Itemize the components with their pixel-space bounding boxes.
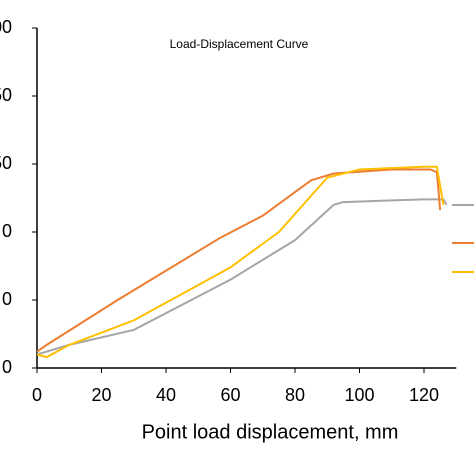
x-tick-label: 120 xyxy=(409,385,439,405)
y-tick-label: 50 xyxy=(0,85,12,105)
y-tick-label: 50 xyxy=(0,153,12,173)
x-tick-label: 100 xyxy=(344,385,374,405)
x-tick-label: 80 xyxy=(285,385,305,405)
series-line xyxy=(36,168,442,353)
y-tick-label: 00 xyxy=(0,17,12,37)
x-axis-label: Point load displacement, mm xyxy=(142,421,399,443)
series-line xyxy=(36,198,448,356)
y-tick-label: 0 xyxy=(2,289,12,309)
x-tick-label: 20 xyxy=(91,385,111,405)
series-line xyxy=(36,165,445,359)
x-tick-label: 60 xyxy=(220,385,240,405)
y-tick-label: 0 xyxy=(2,357,12,377)
y-tick-label: 0 xyxy=(2,221,12,241)
x-tick-label: 40 xyxy=(156,385,176,405)
x-tick-label: 0 xyxy=(32,385,42,405)
chart-title: Load-Displacement Curve xyxy=(170,37,309,51)
